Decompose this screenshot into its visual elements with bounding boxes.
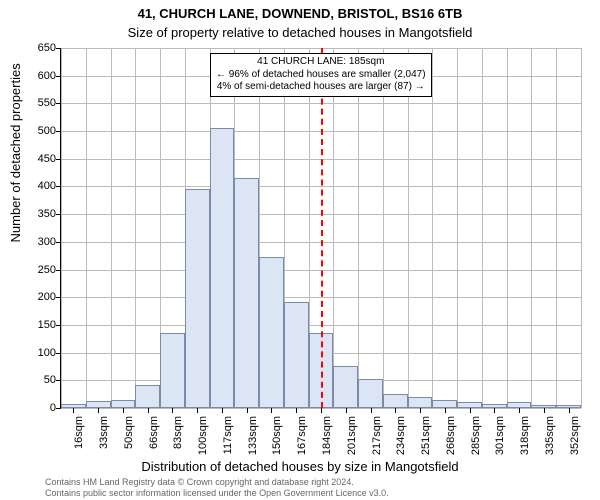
histogram-bar xyxy=(333,366,358,408)
x-tick-label: 201sqm xyxy=(346,416,358,455)
histogram-bar xyxy=(185,189,210,408)
x-tick-label: 66sqm xyxy=(148,416,160,449)
histogram-bar xyxy=(482,404,507,408)
histogram-bar xyxy=(284,302,309,408)
histogram-bar xyxy=(556,405,581,408)
annotation-box: 41 CHURCH LANE: 185sqm← 96% of detached … xyxy=(210,53,432,97)
histogram-bar xyxy=(61,404,86,408)
histogram-bar xyxy=(432,400,457,408)
chart-title-line2: Size of property relative to detached ho… xyxy=(0,25,600,40)
x-tick-label: 251sqm xyxy=(420,416,432,455)
y-tick-label: 550 xyxy=(26,97,56,109)
histogram-bar xyxy=(234,178,259,408)
gridline-v xyxy=(358,48,359,408)
gridline-v xyxy=(61,48,62,408)
gridline-v xyxy=(86,48,87,408)
x-tick-label: 33sqm xyxy=(98,416,110,449)
x-axis-label: Distribution of detached houses by size … xyxy=(0,459,600,474)
reference-line xyxy=(321,48,323,408)
x-tick-label: 133sqm xyxy=(247,416,259,455)
gridline-v xyxy=(507,48,508,408)
histogram-bar xyxy=(259,257,284,408)
gridline-v xyxy=(482,48,483,408)
gridline-v xyxy=(581,48,582,408)
x-tick-label: 301sqm xyxy=(494,416,506,455)
gridline-v xyxy=(432,48,433,408)
y-tick-label: 350 xyxy=(26,208,56,220)
x-tick-label: 335sqm xyxy=(544,416,556,455)
histogram-bar xyxy=(383,394,408,408)
gridline-v xyxy=(111,48,112,408)
histogram-bar xyxy=(531,405,556,408)
y-tick-label: 0 xyxy=(26,402,56,414)
x-tick-label: 234sqm xyxy=(395,416,407,455)
chart-title-line1: 41, CHURCH LANE, DOWNEND, BRISTOL, BS16 … xyxy=(0,6,600,21)
annotation-line: 4% of semi-detached houses are larger (8… xyxy=(216,81,426,94)
x-tick-label: 100sqm xyxy=(197,416,209,455)
gridline-v xyxy=(556,48,557,408)
histogram-bar xyxy=(135,385,160,408)
x-tick-label: 167sqm xyxy=(296,416,308,455)
annotation-line: 41 CHURCH LANE: 185sqm xyxy=(216,56,426,69)
histogram-bar xyxy=(160,333,185,408)
y-tick-label: 50 xyxy=(26,374,56,386)
gridline-v xyxy=(383,48,384,408)
annotation-line: ← 96% of detached houses are smaller (2,… xyxy=(216,69,426,82)
histogram-bar xyxy=(358,379,383,408)
x-tick-label: 318sqm xyxy=(519,416,531,455)
histogram-bar xyxy=(507,402,532,408)
y-tick-label: 400 xyxy=(26,180,56,192)
x-tick-label: 117sqm xyxy=(222,416,234,454)
x-tick-label: 50sqm xyxy=(123,416,135,449)
y-axis-label: Number of detached properties xyxy=(8,63,23,242)
x-tick-label: 217sqm xyxy=(371,416,383,455)
x-tick-label: 352sqm xyxy=(569,416,581,455)
histogram-bar xyxy=(86,401,111,408)
x-tick-label: 83sqm xyxy=(172,416,184,449)
footer-line1: Contains HM Land Registry data © Crown c… xyxy=(45,477,354,487)
y-tick-label: 200 xyxy=(26,291,56,303)
histogram-bar xyxy=(408,397,433,408)
gridline-v xyxy=(531,48,532,408)
gridline-v xyxy=(408,48,409,408)
y-tick-label: 650 xyxy=(26,42,56,54)
histogram-bar xyxy=(210,128,235,408)
y-tick-label: 150 xyxy=(26,319,56,331)
y-tick-label: 100 xyxy=(26,347,56,359)
y-tick-label: 450 xyxy=(26,153,56,165)
x-tick-label: 184sqm xyxy=(321,416,333,455)
x-tick-label: 150sqm xyxy=(271,416,283,455)
footer-line2: Contains public sector information licen… xyxy=(45,488,389,498)
gridline-v xyxy=(457,48,458,408)
y-tick-label: 600 xyxy=(26,70,56,82)
x-tick-label: 16sqm xyxy=(73,416,85,449)
gridline-v xyxy=(333,48,334,408)
gridline-v xyxy=(135,48,136,408)
x-tick-label: 268sqm xyxy=(445,416,457,455)
footer-attribution: Contains HM Land Registry data © Crown c… xyxy=(45,477,389,498)
y-tick-label: 250 xyxy=(26,264,56,276)
x-tick-label: 285sqm xyxy=(470,416,482,455)
histogram-bar xyxy=(111,400,136,408)
histogram-bar xyxy=(457,402,482,408)
y-tick-label: 500 xyxy=(26,125,56,137)
plot-area: 0501001502002503003504004505005506006501… xyxy=(60,48,581,409)
y-tick-label: 300 xyxy=(26,236,56,248)
